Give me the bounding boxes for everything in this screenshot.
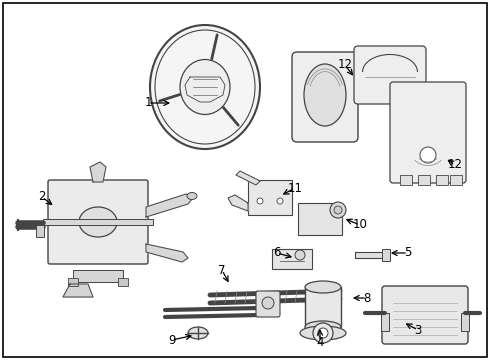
Bar [450,175,462,185]
Text: 8: 8 [363,292,371,305]
Polygon shape [63,284,93,297]
FancyBboxPatch shape [256,291,280,317]
Text: 7: 7 [218,264,226,276]
FancyBboxPatch shape [292,52,358,142]
Text: 4: 4 [316,336,324,348]
Bar [298,203,342,235]
Circle shape [330,202,346,218]
Ellipse shape [150,25,260,149]
Bar [68,278,78,286]
Text: 12: 12 [338,58,352,72]
Ellipse shape [180,59,230,114]
Ellipse shape [300,326,346,340]
Bar [381,313,389,331]
Circle shape [295,250,305,260]
Circle shape [262,297,274,309]
Ellipse shape [79,207,117,237]
Bar [355,252,385,258]
Ellipse shape [305,321,341,333]
Bar [43,219,153,225]
FancyBboxPatch shape [390,82,466,183]
Text: 10: 10 [353,219,368,231]
Circle shape [257,198,263,204]
Text: 3: 3 [415,324,422,337]
Bar [400,175,412,185]
Circle shape [420,147,436,163]
Bar [248,180,292,215]
Polygon shape [228,195,248,211]
Text: 6: 6 [273,247,281,260]
Bar [461,313,469,331]
Text: 12: 12 [447,158,463,171]
Polygon shape [146,244,188,262]
Text: 11: 11 [288,181,302,194]
Text: 2: 2 [38,190,46,203]
Bar [305,287,341,327]
FancyBboxPatch shape [382,286,468,344]
Circle shape [313,323,333,343]
Text: 9: 9 [168,333,176,346]
Ellipse shape [188,327,208,339]
FancyBboxPatch shape [48,180,148,264]
Bar [418,175,430,185]
Bar [118,278,128,286]
Circle shape [334,206,342,214]
Circle shape [277,198,283,204]
Text: 5: 5 [404,247,412,260]
Text: 1: 1 [144,96,152,109]
FancyBboxPatch shape [354,46,426,104]
Bar [73,270,123,282]
Ellipse shape [304,64,346,126]
Bar [382,249,390,261]
Circle shape [318,328,328,338]
Ellipse shape [187,193,197,199]
Bar [36,225,44,237]
Bar [436,175,448,185]
Bar [272,249,312,269]
Polygon shape [236,171,260,185]
Polygon shape [90,162,106,182]
Polygon shape [146,194,193,217]
Ellipse shape [305,281,341,293]
